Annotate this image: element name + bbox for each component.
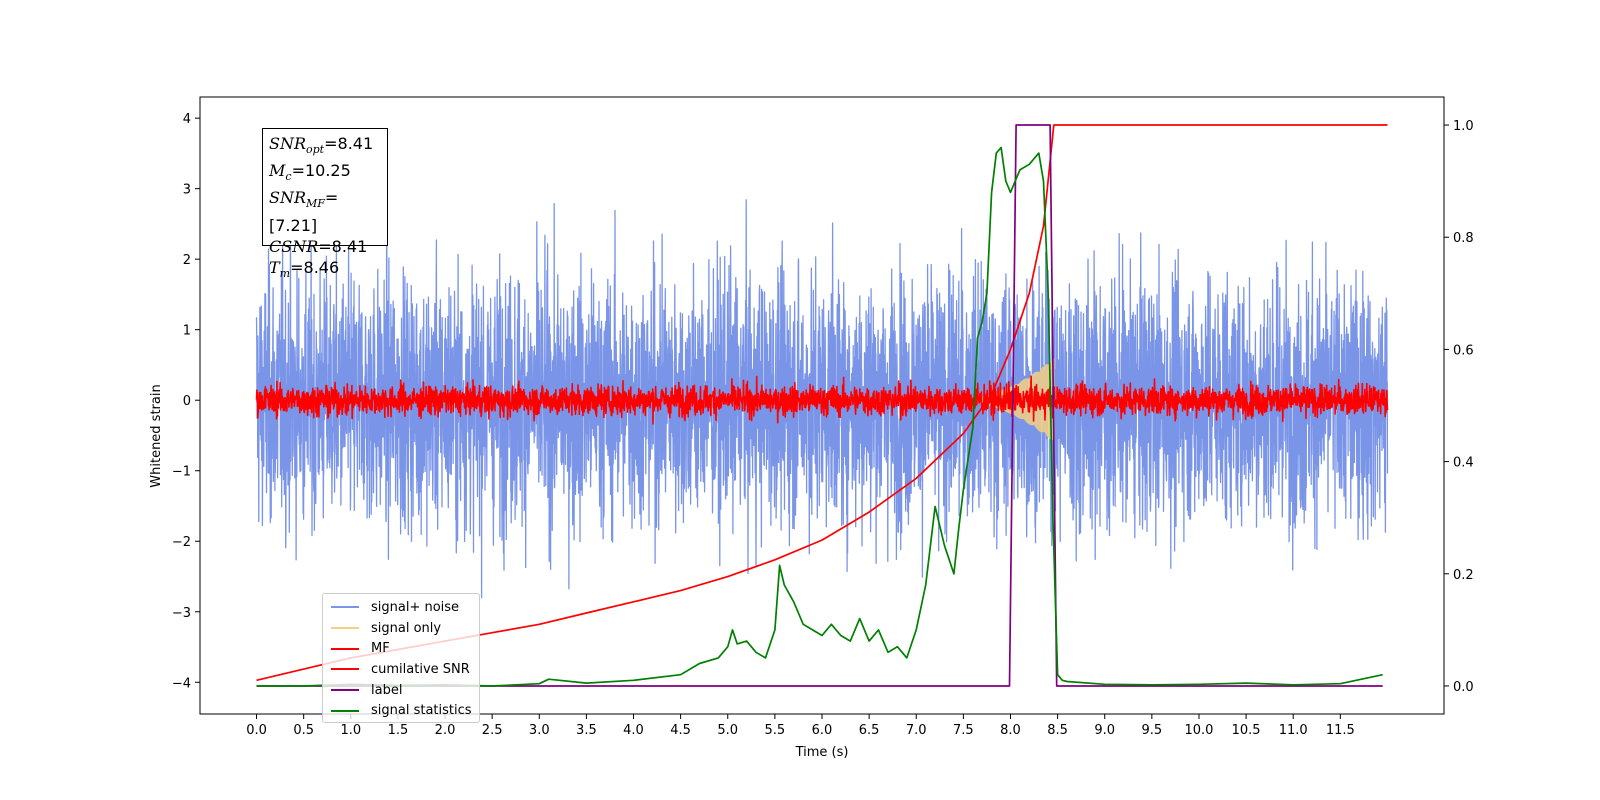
- y-tick-label: 0: [183, 394, 191, 409]
- annotation-box: SNRopt=8.41 Mc=10.25 SNRMF=[7.21] CSNR=8…: [262, 128, 388, 280]
- y-tick-label: 1: [183, 324, 191, 339]
- y2-tick-label: 1.0: [1453, 119, 1474, 134]
- x-tick-label: 6.0: [812, 723, 833, 738]
- x-tick-label: 4.5: [670, 723, 691, 738]
- x-tick-label: 0.0: [246, 723, 267, 738]
- x-axis: 0.0 0.5 1.0 1.5 2.0 2.5 3.0 3.5 4.0 4.5 5.0 5.5 6.0 6…: [246, 714, 1355, 738]
- x-tick-label: 7.0: [906, 723, 927, 738]
- y-axis-left: 4 3 2 1 0 −1 −2 −3 −4: [172, 112, 200, 691]
- y2-tick-label: 0.0: [1453, 680, 1474, 695]
- series-label: [256, 124, 1383, 687]
- series-mf: [255, 375, 1389, 425]
- x-tick-label: 3.5: [576, 723, 597, 738]
- legend-item-signal-noise: signal+ noise: [331, 597, 471, 618]
- x-tick-label: 8.5: [1047, 723, 1068, 738]
- legend-swatch: [331, 709, 359, 712]
- x-tick-label: 11.0: [1279, 723, 1308, 738]
- annotation-snr-mf: SNRMF=[7.21]: [269, 188, 339, 235]
- series-signal-noise: [255, 199, 1389, 599]
- x-tick-label: 9.0: [1094, 723, 1115, 738]
- legend-item-mf: MF: [331, 638, 471, 659]
- legend-item-signal-only: signal only: [331, 618, 471, 639]
- x-tick-label: 9.5: [1142, 723, 1163, 738]
- y-tick-label: −4: [172, 676, 191, 691]
- y-tick-label: −1: [172, 465, 191, 480]
- annotation-tm: Tm=8.46: [269, 257, 340, 280]
- x-tick-label: 6.5: [859, 723, 880, 738]
- x-tick-label: 5.0: [717, 723, 738, 738]
- legend-swatch: [331, 647, 359, 650]
- x-axis-label: Time (s): [795, 745, 849, 760]
- legend-swatch: [331, 689, 359, 692]
- x-tick-label: 8.0: [1000, 723, 1021, 738]
- annotation-snr-opt: SNRopt=8.41: [269, 134, 374, 157]
- series-signal-statistics: [256, 146, 1383, 687]
- x-tick-label: 1.0: [340, 723, 361, 738]
- x-tick-label: 5.5: [765, 723, 786, 738]
- legend-swatch: [331, 606, 359, 609]
- annotation-mc: Mc=10.25: [269, 161, 351, 184]
- legend-swatch: [331, 668, 359, 671]
- x-tick-label: 2.5: [482, 723, 503, 738]
- y-tick-label: −2: [172, 535, 191, 550]
- legend-item-signal-statistics: signal statistics: [331, 700, 472, 721]
- legend-item-label: label: [331, 680, 471, 701]
- y-axis-label: Whitened strain: [149, 384, 164, 487]
- y-axis-right: 1.0 0.8 0.6 0.4 0.2 0.0: [1444, 119, 1474, 695]
- x-tick-label: 7.5: [953, 723, 974, 738]
- x-tick-label: 2.0: [435, 723, 456, 738]
- legend-item-cumilative-snr: cumilative SNR: [331, 659, 471, 680]
- y-tick-label: 4: [183, 112, 191, 127]
- y2-tick-label: 0.6: [1453, 343, 1474, 358]
- legend: signal+ noise signal only MF cumilative …: [322, 593, 480, 723]
- x-tick-label: 1.5: [388, 723, 409, 738]
- y-tick-label: 2: [183, 253, 191, 268]
- y-tick-label: −3: [172, 606, 191, 621]
- y-tick-label: 3: [183, 183, 191, 198]
- y2-tick-label: 0.4: [1453, 456, 1474, 471]
- y2-tick-label: 0.2: [1453, 568, 1474, 583]
- x-tick-label: 10.5: [1232, 723, 1261, 738]
- x-tick-label: 0.5: [293, 723, 314, 738]
- legend-swatch: [331, 627, 359, 630]
- x-tick-label: 3.0: [529, 723, 550, 738]
- y2-tick-label: 0.8: [1453, 231, 1474, 246]
- annotation-csnr: CSNR=8.41: [269, 236, 368, 256]
- x-tick-label: 4.0: [623, 723, 644, 738]
- x-tick-label: 11.5: [1326, 723, 1355, 738]
- x-tick-label: 10.0: [1184, 723, 1213, 738]
